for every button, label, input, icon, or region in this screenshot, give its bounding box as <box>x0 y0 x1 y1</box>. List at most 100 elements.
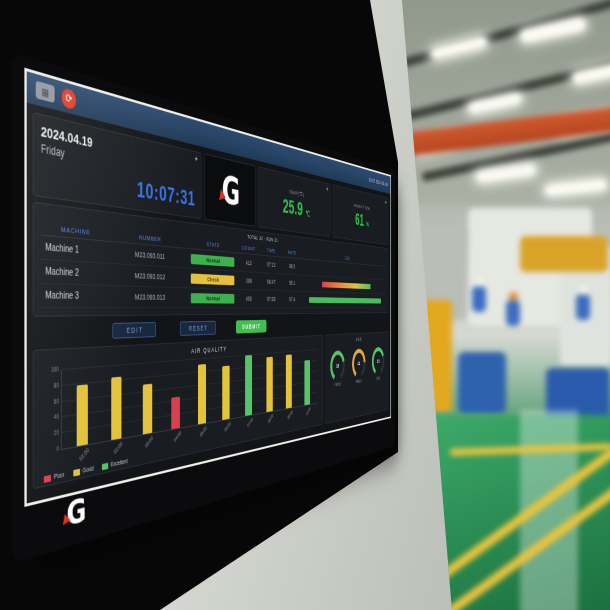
column-header: STATE <box>206 240 220 249</box>
x-tick-label: 01:00 <box>79 447 91 463</box>
worker-figure <box>506 292 520 326</box>
brand-logo: G <box>219 167 240 215</box>
count-value: 412 <box>245 259 252 267</box>
status-badge: Normal <box>191 253 235 267</box>
humidity-panel: + HUMIDITY(%) 61 % <box>332 184 389 246</box>
machine-name: Machine 1 <box>45 241 79 256</box>
y-tick-label: 20 <box>53 429 59 438</box>
expand-icon[interactable]: + <box>326 185 329 194</box>
bar <box>171 396 181 430</box>
bar <box>197 363 206 425</box>
y-tick-label: 80 <box>53 382 59 390</box>
legend-label: Poor <box>53 472 65 481</box>
expand-icon[interactable]: + <box>194 154 198 165</box>
keypad-icon[interactable]: ▦ <box>35 80 55 104</box>
time-value: 07:12 <box>267 260 276 269</box>
oee-cell <box>302 280 386 289</box>
bar <box>245 354 253 416</box>
temperature-panel: + TEMP(℃) 25.9 ℃ <box>258 166 331 238</box>
gauge: 18 PM2.5 <box>330 349 345 388</box>
bar <box>266 356 273 413</box>
legend-item: Poor <box>43 472 65 484</box>
worker-figure <box>472 278 486 312</box>
y-tick-label: 40 <box>53 414 59 422</box>
y-tick-label: 0 <box>56 445 59 453</box>
machine-number: M23.093.011 <box>134 249 165 262</box>
oee-bar <box>322 281 371 289</box>
machine-blob <box>458 352 506 414</box>
rate-value: 95.1 <box>289 279 296 287</box>
column-header: RATE <box>287 248 297 256</box>
gauge: 23 CO2 <box>371 346 385 382</box>
alarm-icon[interactable]: ⟳ <box>61 86 77 111</box>
machine-name: Machine 2 <box>45 265 79 279</box>
time-value: 06:47 <box>267 278 276 286</box>
legend-swatch <box>101 462 109 471</box>
logo-panel: G <box>204 153 256 227</box>
machine-name: Machine 3 <box>45 289 79 302</box>
oee-bar <box>308 296 381 304</box>
state-cell: Normal <box>188 253 237 267</box>
gauge-ring: 18 <box>330 349 345 383</box>
y-tick-label: 100 <box>51 366 59 374</box>
gauge-panel-title: GAS <box>355 336 362 343</box>
x-tick-label: 06:00 <box>224 420 232 434</box>
bar <box>285 354 292 409</box>
temperature-value: 25.9 ℃ <box>282 194 311 220</box>
rate-value: 98.2 <box>289 262 296 270</box>
brand-logo: G <box>62 491 86 534</box>
bar <box>111 377 122 441</box>
count-value: 398 <box>245 277 252 285</box>
gauge-ring: 23 <box>371 346 385 377</box>
gauge-row: 18 PM2.5 42 PM10 23 CO2 <box>326 346 387 388</box>
header-datetime: 10:07 2024-04-19 <box>369 176 388 188</box>
gauge-value: 18 <box>336 362 340 370</box>
column-header: COUNT <box>241 243 256 252</box>
x-tick-label: 07:00 <box>246 416 254 429</box>
status-badge: Normal <box>191 292 235 304</box>
rate-value: 97.4 <box>289 295 296 303</box>
bar <box>222 365 230 421</box>
x-tick-label: 02:00 <box>113 440 124 456</box>
machine-blob <box>520 236 608 272</box>
gauge-panel: GAS 18 PM2.5 42 PM10 23 CO2 <box>324 331 389 425</box>
legend-item: Excellent <box>101 459 128 471</box>
column-header: MACHINE <box>60 224 91 236</box>
x-tick-label: 05:00 <box>199 425 208 439</box>
oee-cell <box>302 267 386 273</box>
machine-number: M23.093.012 <box>134 270 166 282</box>
y-tick-label: 60 <box>53 398 59 406</box>
submit-button[interactable]: SUBMIT <box>236 319 267 334</box>
bar <box>304 360 310 406</box>
gauge-label: CO2 <box>376 376 381 382</box>
state-cell: Check <box>188 273 237 285</box>
x-tick-label: 04:00 <box>173 430 182 444</box>
gauge-value: 42 <box>357 360 361 367</box>
oee-cell <box>302 296 386 304</box>
x-tick-label: 09:00 <box>287 409 294 421</box>
legend-swatch <box>73 468 80 477</box>
x-tick-label: 10:00 <box>305 406 312 417</box>
count-value: 405 <box>245 295 252 303</box>
humidity-value: 61 % <box>355 208 369 230</box>
x-tick-label: 03:00 <box>144 435 154 450</box>
column-header: TIME <box>266 246 276 254</box>
legend-label: Good <box>82 465 94 475</box>
state-cell: Normal <box>188 292 237 304</box>
gauge-value: 23 <box>376 358 380 365</box>
edit-button[interactable]: EDIT <box>112 322 157 339</box>
bar <box>76 384 89 447</box>
worker-figure <box>576 286 590 320</box>
machine-number: M23.093.013 <box>134 292 166 302</box>
time-value: 07:03 <box>267 295 276 303</box>
reset-button[interactable]: RESET <box>179 320 217 336</box>
gauge-ring: 42 <box>351 348 366 379</box>
legend-item: Good <box>73 465 94 477</box>
gauge-label: PM10 <box>356 379 362 385</box>
gauge-label: PM2.5 <box>334 382 341 388</box>
gauge: 42 PM10 <box>351 348 366 385</box>
x-tick-label: 08:00 <box>267 413 275 425</box>
expand-icon[interactable]: + <box>385 199 387 207</box>
bar <box>142 383 152 435</box>
